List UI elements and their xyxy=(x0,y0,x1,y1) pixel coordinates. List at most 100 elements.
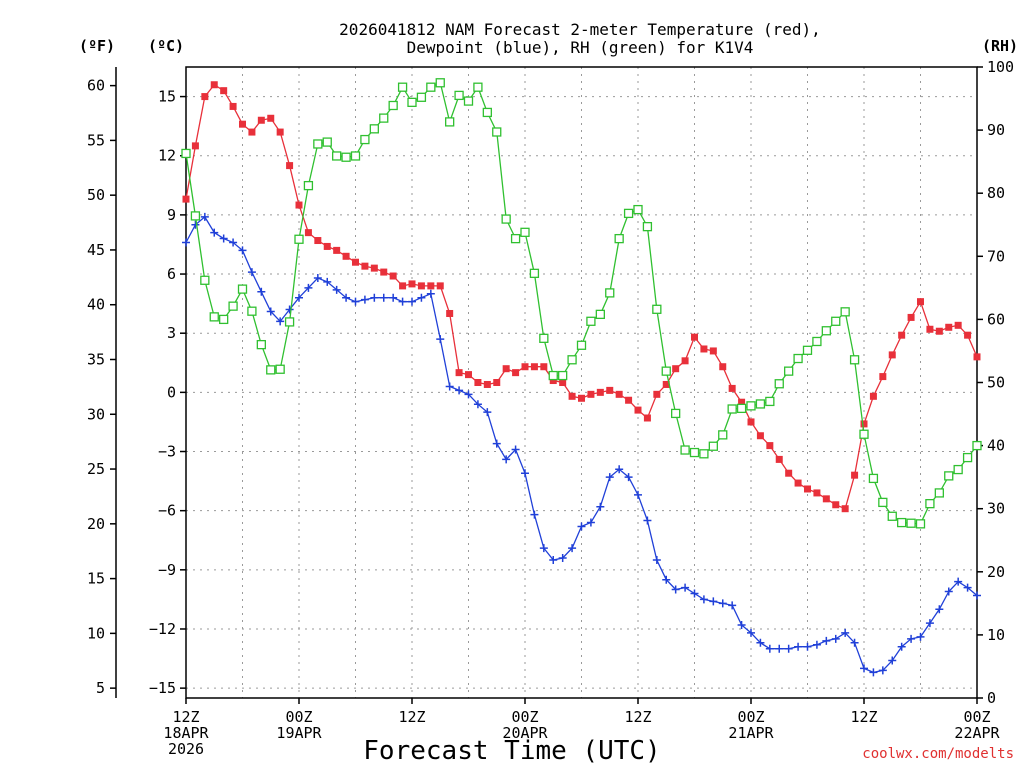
rh-point xyxy=(539,333,549,343)
rh-unit-label: (RH) xyxy=(982,37,1018,55)
rh-point xyxy=(445,117,455,127)
rh-point xyxy=(793,353,803,364)
temperature-point xyxy=(606,386,614,394)
dewpoint-point xyxy=(389,293,398,302)
data-series xyxy=(181,78,982,677)
rh-point xyxy=(426,82,436,92)
rh-point xyxy=(718,430,728,440)
dewpoint-point xyxy=(624,473,633,482)
rh-point xyxy=(407,97,417,107)
dewpoint-point xyxy=(266,307,275,316)
rh-point xyxy=(284,317,295,327)
temperature-point xyxy=(691,333,698,341)
celsius-tick-label: 15 xyxy=(158,88,176,106)
rh-point xyxy=(699,449,709,459)
temperature-point xyxy=(935,327,943,335)
temperature-point xyxy=(851,471,859,479)
dewpoint-point xyxy=(841,628,850,637)
temperature-point xyxy=(248,128,256,136)
dewpoint-point xyxy=(295,293,303,302)
rh-point xyxy=(661,366,671,376)
dewpoint-point xyxy=(643,516,652,525)
rh-tick-label: 50 xyxy=(987,374,1005,392)
fahrenheit-tick-label: 55 xyxy=(87,131,105,149)
temperature-point xyxy=(465,371,472,379)
rh-point xyxy=(322,137,332,147)
fahrenheit-tick-label: 40 xyxy=(87,296,105,314)
rh-point xyxy=(492,127,502,137)
axes: −15 −12 −9 −6 −3 0 3 6 9 12 15 5 10 15 20 25 30 35 40 45 50 5… xyxy=(87,58,1014,758)
temperature-point xyxy=(841,505,849,513)
x-tick-label: 22APR xyxy=(954,724,1000,742)
rh-point xyxy=(228,301,238,311)
rh-point xyxy=(840,307,850,317)
temperature-point xyxy=(822,495,830,503)
dewpoint-point xyxy=(304,283,313,292)
dewpoint-point xyxy=(568,544,577,553)
rh-point xyxy=(812,336,822,347)
temperature-point xyxy=(888,351,896,359)
dewpoint-point xyxy=(916,632,925,641)
dewpoint-point xyxy=(935,605,944,614)
rh-point xyxy=(605,288,615,298)
temperature-point xyxy=(879,373,887,381)
dewpoint-point xyxy=(756,638,765,647)
temperature-point xyxy=(926,325,934,333)
rh-point xyxy=(558,370,568,381)
rh-point xyxy=(633,204,643,215)
rh-point xyxy=(849,355,860,365)
celsius-tick-label: 9 xyxy=(167,206,176,224)
rh-tick-label: 70 xyxy=(987,247,1005,265)
temperature-point xyxy=(530,363,538,371)
dewpoint-point xyxy=(869,668,878,677)
dewpoint-point xyxy=(794,642,803,651)
rh-point xyxy=(303,180,314,191)
dewpoint-point xyxy=(285,305,294,314)
dewpoint-point xyxy=(963,583,972,592)
temperature-point xyxy=(220,87,228,95)
rh-point xyxy=(897,517,907,528)
chart-title-line-2: Dewpoint (blue), RH (green) for K1V4 xyxy=(407,38,754,57)
temperature-point xyxy=(756,432,764,440)
temperature-point xyxy=(860,420,868,428)
dewpoint-point xyxy=(907,634,916,643)
temperature-point xyxy=(898,331,906,339)
dewpoint-point xyxy=(426,289,435,298)
fahrenheit-tick-label: 20 xyxy=(87,515,105,533)
rh-point xyxy=(473,82,483,92)
dewpoint-point xyxy=(615,465,624,474)
temperature-point xyxy=(794,479,802,487)
rh-tick-label: 100 xyxy=(987,58,1014,76)
temperature-point xyxy=(295,201,303,209)
temperature-point xyxy=(813,489,821,497)
temperature-point xyxy=(210,81,218,89)
dewpoint-point xyxy=(539,544,548,553)
temperature-point xyxy=(446,309,454,317)
temperature-point xyxy=(182,195,190,203)
dewpoint-point xyxy=(511,445,520,454)
temperature-point xyxy=(229,102,237,110)
rh-point xyxy=(746,401,756,411)
rh-point xyxy=(962,452,973,463)
temperature-point xyxy=(455,369,463,377)
temperature-point xyxy=(304,229,312,237)
x-axis-label: Forecast Time (UTC) xyxy=(363,736,660,766)
fahrenheit-tick-label: 60 xyxy=(87,77,105,95)
dewpoint-point xyxy=(765,644,774,653)
temperature-point xyxy=(662,380,670,388)
dewpoint-point xyxy=(445,382,454,391)
dewpoint-point xyxy=(210,228,219,237)
dewpoint-point xyxy=(699,595,708,604)
dewpoint-point xyxy=(709,597,718,606)
rh-point xyxy=(765,396,775,407)
temperature-point xyxy=(502,365,510,373)
dewpoint-point xyxy=(238,246,247,255)
dewpoint-point xyxy=(502,455,511,464)
grid-lines xyxy=(186,67,977,698)
rh-point xyxy=(614,233,624,244)
rh-point xyxy=(350,151,361,161)
dewpoint-point xyxy=(276,317,285,326)
fahrenheit-tick-label: 25 xyxy=(87,460,105,478)
dewpoint-point xyxy=(257,287,266,296)
temperature-point xyxy=(314,237,322,245)
